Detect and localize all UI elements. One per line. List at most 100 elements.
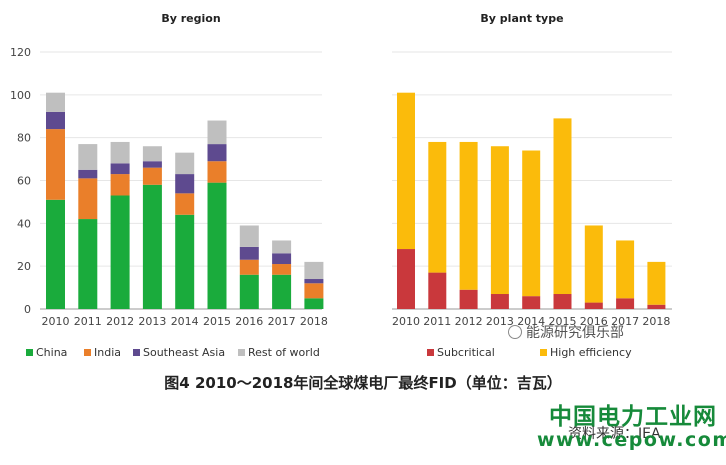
bar-high-efficiency (490, 146, 509, 295)
legend-label: China (36, 346, 67, 359)
legend-swatch (133, 349, 140, 356)
bar-india (78, 178, 98, 220)
bar-high-efficiency (553, 118, 572, 295)
bar-subcritical (428, 272, 447, 309)
bar-southeast-asia (272, 253, 292, 265)
bar-high-efficiency (459, 141, 478, 290)
y-tick-label: 120 (10, 46, 31, 59)
bar-china (78, 219, 98, 309)
bar-india (272, 264, 292, 275)
bar-rest-of-world (110, 141, 130, 164)
bar-high-efficiency (584, 225, 603, 303)
bar-high-efficiency (397, 92, 415, 250)
bar-china (142, 184, 162, 309)
bar-southeast-asia (142, 161, 162, 168)
bar-subcritical (647, 304, 666, 309)
bar-china (272, 274, 292, 309)
x-tick-label: 2015 (549, 315, 577, 328)
bar-rest-of-world (46, 92, 65, 112)
x-tick-label: 2011 (423, 315, 451, 328)
bar-high-efficiency (522, 150, 541, 297)
bar-india (207, 161, 227, 183)
legend-swatch (238, 349, 245, 356)
legend-swatch (427, 349, 434, 356)
x-tick-label: 2015 (203, 315, 231, 328)
bar-southeast-asia (78, 169, 98, 179)
x-tick-label: 2010 (42, 315, 70, 328)
bar-subcritical (459, 289, 478, 309)
bar-high-efficiency (616, 240, 635, 299)
brand-url: www.cepow.com (537, 429, 726, 451)
figure-caption: 图4 2010～2018年间全球煤电厂最终FID（单位：吉瓦） (164, 374, 562, 392)
x-tick-label: 2018 (300, 315, 328, 328)
x-tick-label: 2013 (486, 315, 514, 328)
bar-rest-of-world (142, 146, 162, 162)
bar-subcritical (616, 298, 635, 309)
x-tick-label: 2017 (268, 315, 296, 328)
x-tick-label: 2011 (74, 315, 102, 328)
bar-china (207, 182, 227, 309)
bar-india (110, 174, 130, 196)
x-tick-label: 2016 (580, 315, 608, 328)
y-tick-label: 80 (17, 132, 31, 145)
bar-china (110, 195, 130, 309)
bar-subcritical (397, 249, 415, 309)
bar-india (142, 167, 162, 185)
bar-china (46, 199, 65, 309)
x-tick-label: 2017 (611, 315, 639, 328)
y-tick-label: 100 (10, 89, 31, 102)
x-tick-label: 2018 (642, 315, 670, 328)
bar-subcritical (584, 302, 603, 309)
legend-label: Southeast Asia (143, 346, 225, 359)
legend-label: Subcritical (437, 346, 495, 359)
x-tick-label: 2013 (138, 315, 166, 328)
chart-title: By plant type (480, 12, 563, 25)
bar-southeast-asia (239, 246, 259, 260)
bar-rest-of-world (272, 240, 292, 254)
legend-label: India (94, 346, 121, 359)
x-tick-label: 2010 (392, 315, 420, 328)
x-tick-label: 2016 (235, 315, 263, 328)
bar-rest-of-world (207, 120, 227, 145)
bar-rest-of-world (175, 152, 195, 175)
x-tick-label: 2012 (106, 315, 134, 328)
bar-india (46, 129, 65, 200)
bar-high-efficiency (428, 141, 447, 273)
bar-china (239, 274, 259, 309)
bar-southeast-asia (207, 144, 227, 162)
y-tick-label: 40 (17, 217, 31, 230)
bar-india (175, 193, 195, 215)
bar-southeast-asia (304, 279, 324, 284)
legend-label: Rest of world (248, 346, 320, 359)
x-tick-label: 2012 (455, 315, 483, 328)
source-note: 资料来源：IEA (568, 426, 661, 442)
chart-by-region: By region 0 20 40 60 80 100 120 2010 2011 2012 2013… (10, 12, 328, 359)
bar-rest-of-world (239, 225, 259, 247)
bar-rest-of-world (304, 261, 324, 280)
y-tick-label: 60 (17, 175, 31, 188)
y-tick-label: 0 (24, 303, 31, 316)
chart-title: By region (161, 12, 220, 25)
bar-subcritical (553, 294, 572, 309)
bar-subcritical (522, 296, 541, 309)
bar-india (304, 283, 324, 299)
legend-swatch (540, 349, 547, 356)
bar-india (239, 259, 259, 275)
bar-high-efficiency (647, 261, 666, 305)
x-tick-label: 2014 (517, 315, 545, 328)
bar-southeast-asia (46, 111, 65, 130)
watermark: 能源研究俱乐部 (508, 322, 624, 342)
x-tick-label: 2014 (171, 315, 199, 328)
bar-subcritical (490, 294, 509, 309)
bar-china (175, 214, 195, 309)
watermark-text: 能源研究俱乐部 (526, 325, 624, 341)
y-tick-label: 20 (17, 260, 31, 273)
legend-swatch (26, 349, 33, 356)
wechat-icon (508, 325, 522, 339)
brand-name: 中国电力工业网 (549, 404, 717, 430)
bar-southeast-asia (110, 163, 130, 175)
bar-rest-of-world (78, 144, 98, 170)
bar-china (304, 298, 324, 309)
